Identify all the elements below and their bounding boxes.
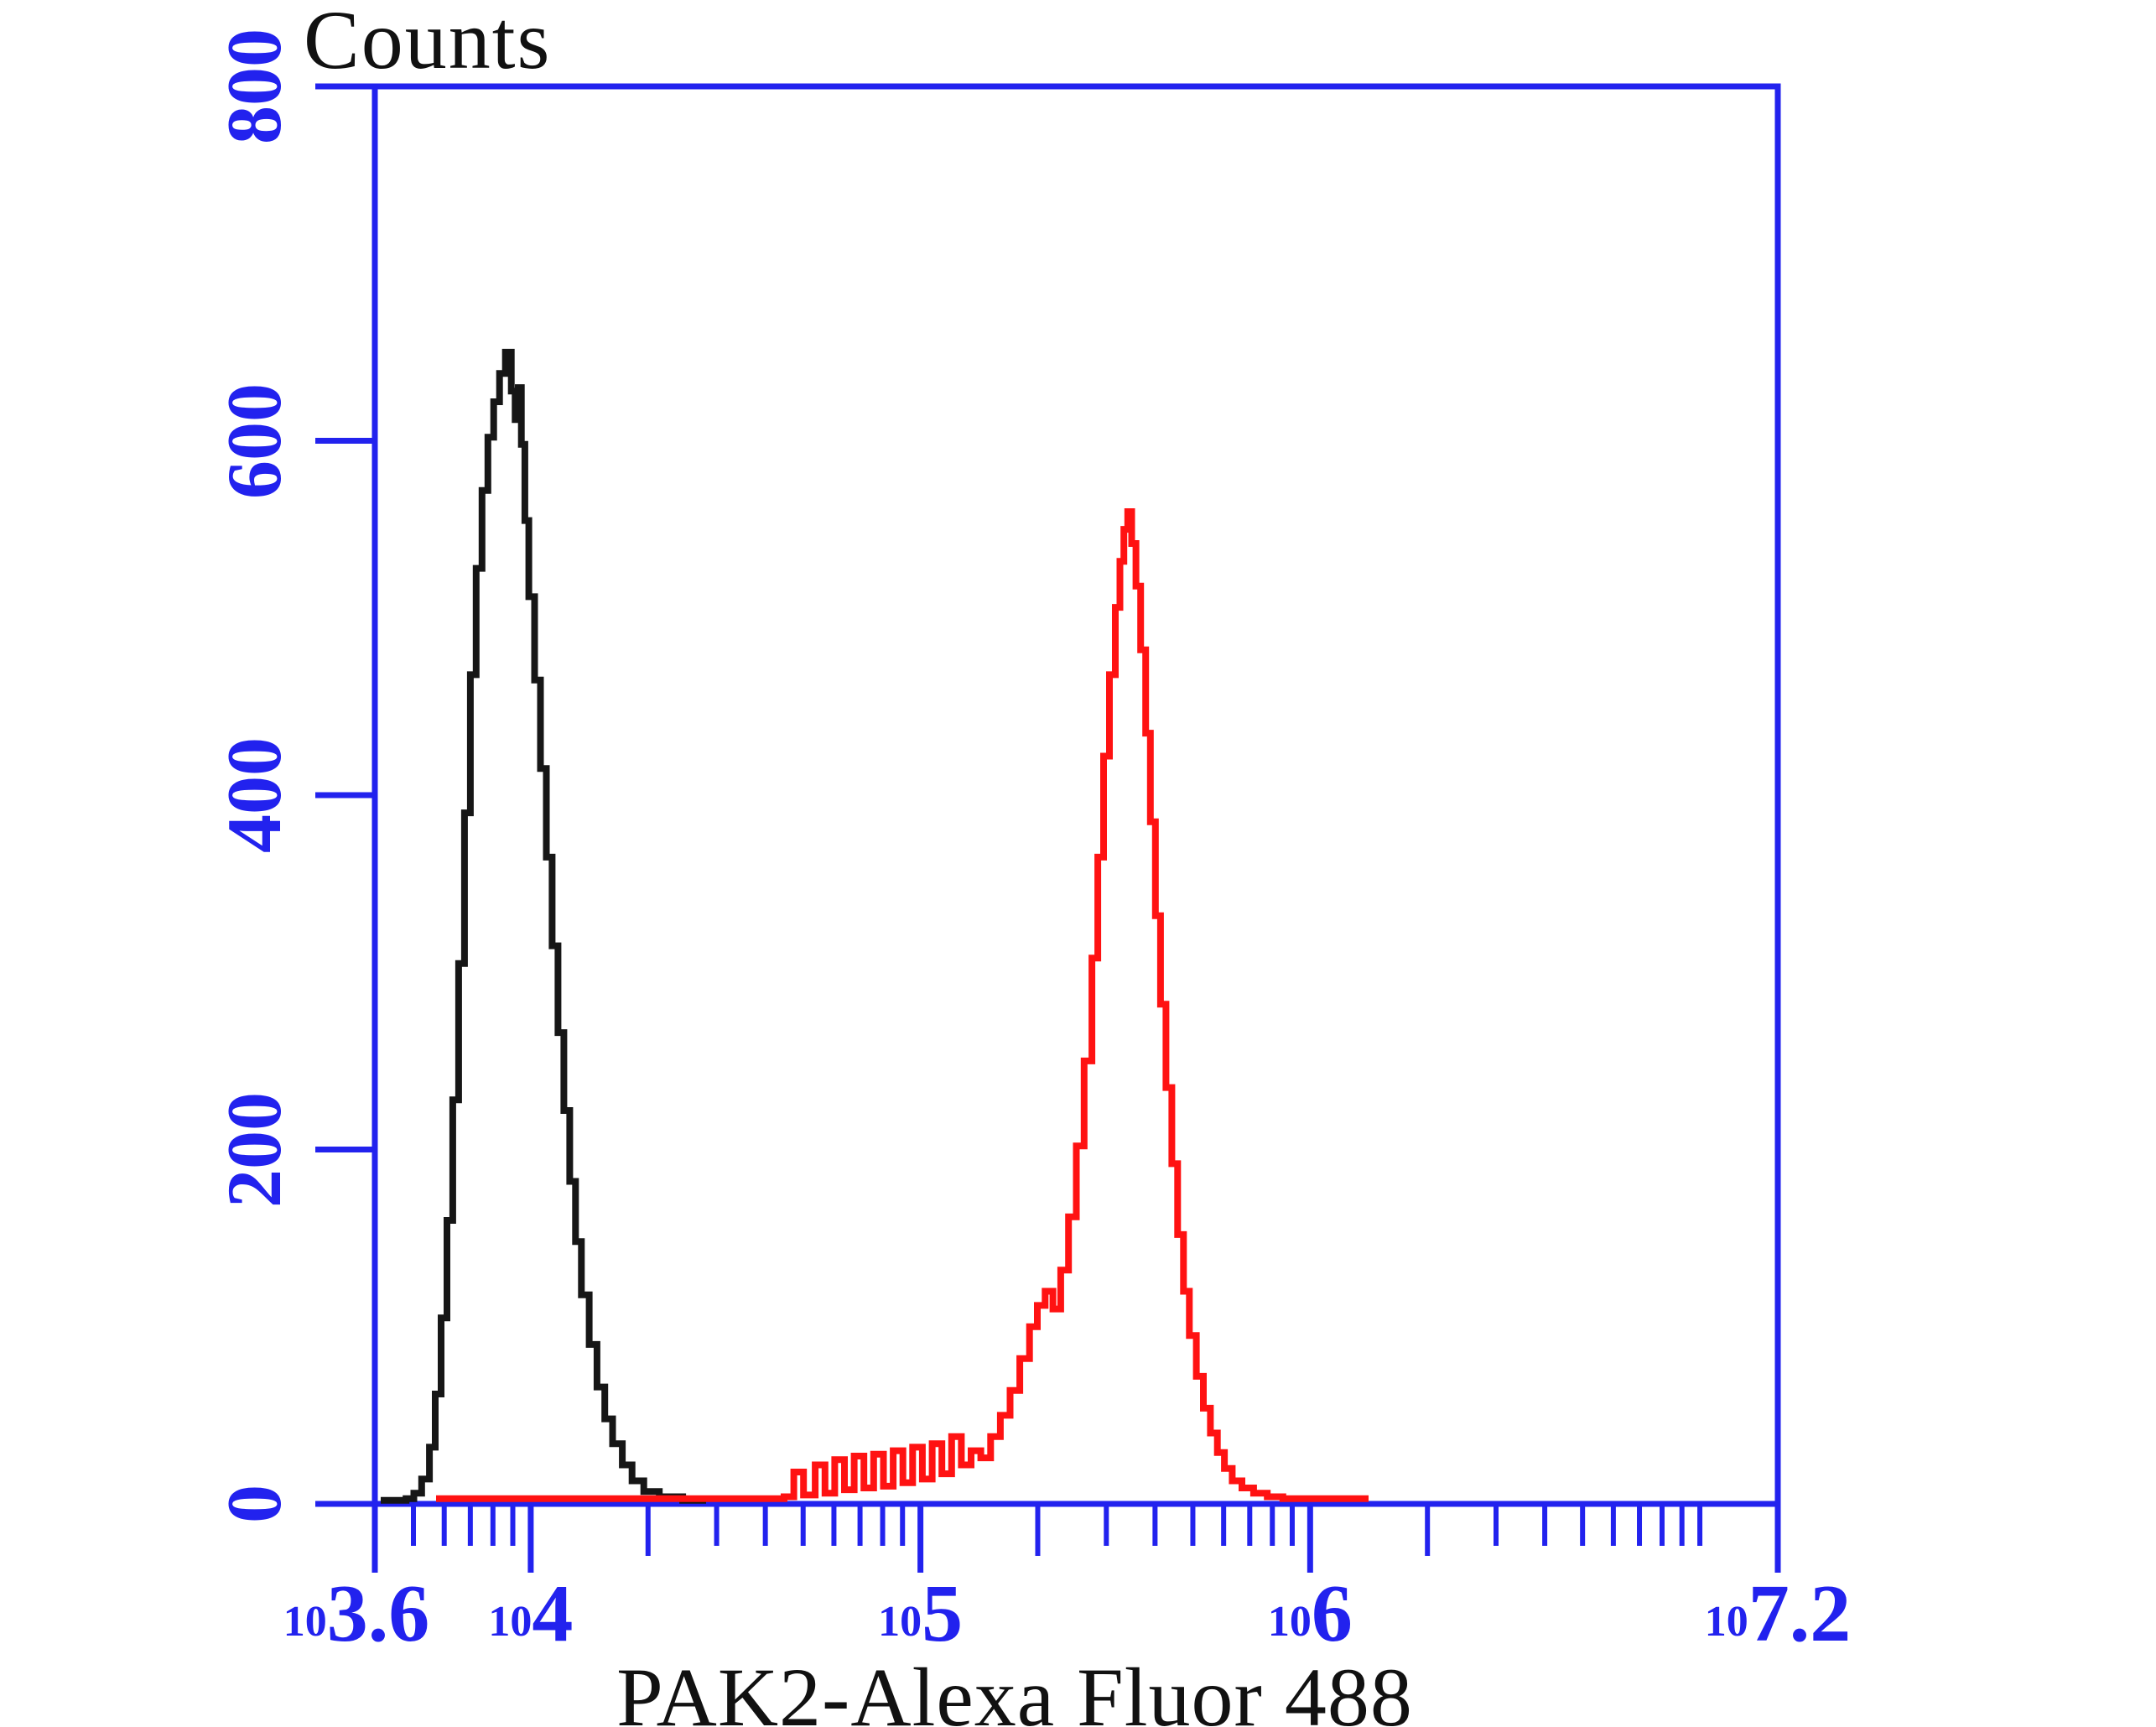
axis-group [315, 83, 1781, 1573]
x-axis-title: PAK2-Alexa Fluor 488 [616, 1651, 1413, 1727]
y-tick-label: 400 [211, 737, 297, 853]
x-tick-label-base: 10 [283, 1598, 327, 1646]
x-tick-label-exponent: 7.2 [1748, 1568, 1852, 1659]
x-tick-label-base: 10 [1267, 1598, 1312, 1646]
x-tick-label-base: 10 [878, 1598, 922, 1646]
x-tick-label-exponent: 6 [1311, 1568, 1353, 1659]
plot-border [371, 83, 1781, 1507]
x-tick-label: 104 [488, 1562, 574, 1659]
x-tick-label: 105 [878, 1562, 964, 1659]
black-control-peak-curve [381, 348, 706, 1504]
red-stained-peak-curve [436, 508, 1369, 1502]
curve-group [381, 348, 1369, 1504]
y-axis-title: Counts [304, 0, 552, 86]
y-tick-label: 200 [211, 1091, 297, 1208]
x-tick-label: 106 [1267, 1562, 1353, 1659]
x-tick-label-exponent: 5 [922, 1568, 964, 1659]
x-tick-label-exponent: 4 [532, 1568, 574, 1659]
x-tick-label-exponent: 3.6 [326, 1568, 430, 1659]
x-tick-label-base: 10 [488, 1598, 533, 1646]
y-tick-label: 0 [211, 1485, 297, 1523]
y-tick-label: 600 [211, 382, 297, 499]
y-tick-label: 800 [211, 29, 297, 144]
x-tick-label: 107.2 [1704, 1562, 1852, 1659]
x-tick-label: 103.6 [283, 1562, 430, 1659]
x-tick-label-base: 10 [1704, 1598, 1748, 1646]
